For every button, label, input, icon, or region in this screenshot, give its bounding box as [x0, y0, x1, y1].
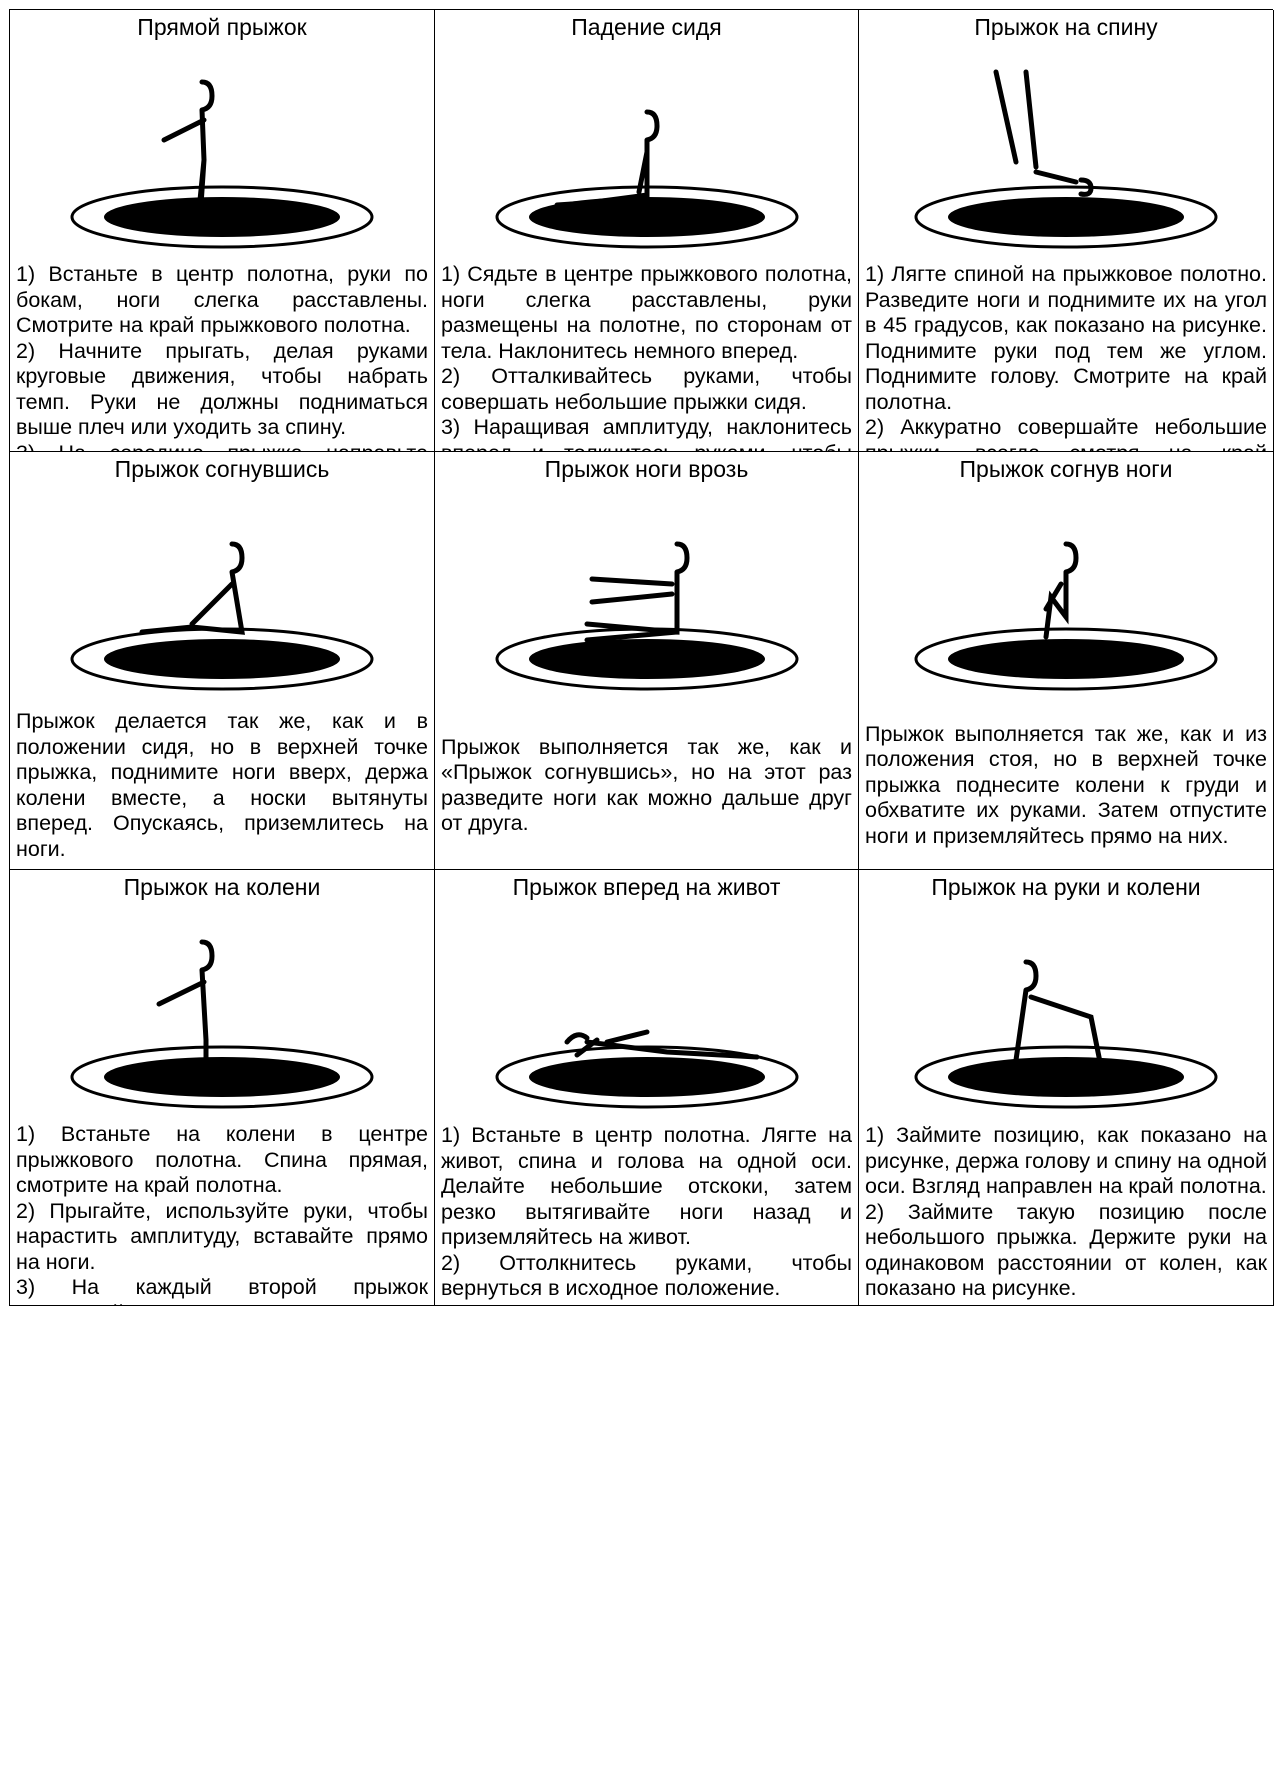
exercise-title: Прямой прыжок [137, 14, 307, 40]
instructions: Прыжок выполняется так же, как и «Прыжок… [441, 704, 852, 867]
exercise-cell: Прыжок на колени 1) Встаньте на колени в … [10, 870, 435, 1306]
exercise-title: Прыжок на колени [123, 874, 321, 900]
exercise-title: Прыжок на спину [974, 14, 1158, 40]
instruction-paragraph: 1) Встаньте в центр полотна, руки по бок… [16, 262, 428, 337]
instructions: 1) Лягте спиной на прыжковое полотно. Ра… [865, 262, 1267, 451]
instruction-paragraph: 2) Займите такую позицию после небольшог… [865, 1199, 1267, 1301]
exercise-title: Падение сидя [571, 14, 722, 40]
instruction-paragraph: 1) Сядьте в центре прыжкового полотна, н… [441, 262, 852, 363]
trampoline-mat [948, 197, 1184, 237]
instruction-paragraph: 1) Встаньте на колени в центре прыжковог… [16, 1122, 428, 1197]
figure [139, 541, 246, 635]
instruction-paragraph: Прыжок выполняется так же, как и из поло… [865, 721, 1267, 848]
instructions: 1) Встаньте в центр полотна. Лягте на жи… [441, 1122, 852, 1303]
exercise-cell: Прыжок на руки и колени 1) Займите позици… [859, 870, 1274, 1306]
trampoline-illustration [495, 541, 798, 691]
trampoline-illustration [70, 541, 374, 691]
trampoline-illustration [70, 939, 374, 1109]
trampoline-illustration [914, 959, 1218, 1109]
exercise-cell: Прыжок согнувшись Прыжок делается так же,… [10, 452, 435, 870]
figure [1043, 541, 1079, 640]
instructions: 1) Сядьте в центре прыжкового полотна, н… [441, 262, 852, 451]
instruction-paragraph: 1) Встаньте в центр полотна. Лягте на жи… [441, 1123, 852, 1250]
exercise-title: Прыжок согнувшись [114, 456, 330, 482]
figure [1013, 959, 1105, 1070]
figure [564, 1029, 759, 1060]
instruction-paragraph: 3) Наращивая амплитуду, наклонитесь впер… [441, 415, 852, 451]
trampoline-illustration [70, 79, 374, 249]
instructions: Прыжок делается так же, как и в положени… [16, 704, 428, 867]
trampoline-illustration [495, 109, 798, 249]
trampoline-mat [528, 1057, 765, 1097]
instructions: 1) Встаньте в центр полотна, руки по бок… [16, 262, 428, 452]
trampoline-illustration [914, 69, 1218, 249]
instruction-paragraph: 2) Аккуратно совершайте небольшие прыжки… [865, 415, 1267, 451]
trampoline-mat [528, 197, 765, 237]
exercise-cell: Прямой прыжок 1) Встаньте в центр полотна… [10, 10, 435, 452]
trampoline-illustration [495, 1029, 798, 1109]
exercise-title: Прыжок вперед на живот [512, 874, 781, 900]
exercise-title: Прыжок ноги врозь [544, 456, 749, 482]
trampoline-illustration [914, 541, 1218, 691]
trampoline-mat [948, 639, 1184, 679]
instruction-paragraph: 3) На каждый второй прыжок приземляйтесь… [16, 1275, 428, 1305]
figure [554, 109, 660, 208]
exercise-cell: Прыжок ноги врозь Прыжок выполняется так … [435, 452, 859, 870]
trampoline-mat [528, 639, 765, 679]
figure [161, 79, 215, 223]
trampoline-mat [948, 1057, 1184, 1097]
instruction-paragraph: 3) На середине прыжка направьте пальцы н… [16, 441, 428, 452]
instruction-paragraph: 2) Прыгайте, используйте руки, чтобы нар… [16, 1198, 428, 1274]
instructions: 1) Встаньте на колени в центре прыжковог… [16, 1122, 428, 1305]
exercise-cell: Прыжок согнув ноги Прыжок выполняется так… [859, 452, 1274, 870]
figure [993, 69, 1094, 197]
trampoline-mat [104, 197, 340, 237]
instructions: 1) Займите позицию, как показано на рису… [865, 1122, 1267, 1303]
instruction-paragraph: 2) Оттолкнитесь руками, чтобы вернуться … [441, 1250, 852, 1301]
exercise-cell: Прыжок вперед на живот 1) Встаньте в цент… [435, 870, 859, 1306]
trampoline-mat [104, 639, 340, 679]
instructions: Прыжок выполняется так же, как и из поло… [865, 704, 1267, 867]
exercise-title: Прыжок на руки и колени [931, 874, 1201, 900]
exercise-cell: Прыжок на спину 1) Лягте спиной на прыжко… [859, 10, 1274, 452]
exercise-cell: Падение сидя 1) Сядьте в центре прыжковог… [435, 10, 859, 452]
figure [156, 939, 215, 1085]
trampoline-mat [104, 1057, 340, 1097]
instruction-paragraph: 2) Отталкивайтесь руками, чтобы совершат… [441, 364, 852, 414]
instruction-paragraph: Прыжок выполняется так же, как и «Прыжок… [441, 734, 852, 836]
instruction-paragraph: 1) Лягте спиной на прыжковое полотно. Ра… [865, 262, 1267, 414]
exercise-table: Прямой прыжок 1) Встаньте в центр полотна… [9, 9, 1274, 1306]
figure [584, 541, 690, 643]
exercise-title: Прыжок согнув ноги [959, 456, 1173, 482]
instruction-paragraph: 1) Займите позицию, как показано на рису… [865, 1123, 1267, 1199]
instruction-paragraph: 2) Начните прыгать, делая руками круговы… [16, 338, 428, 440]
instruction-paragraph: Прыжок делается так же, как и в положени… [16, 709, 428, 861]
